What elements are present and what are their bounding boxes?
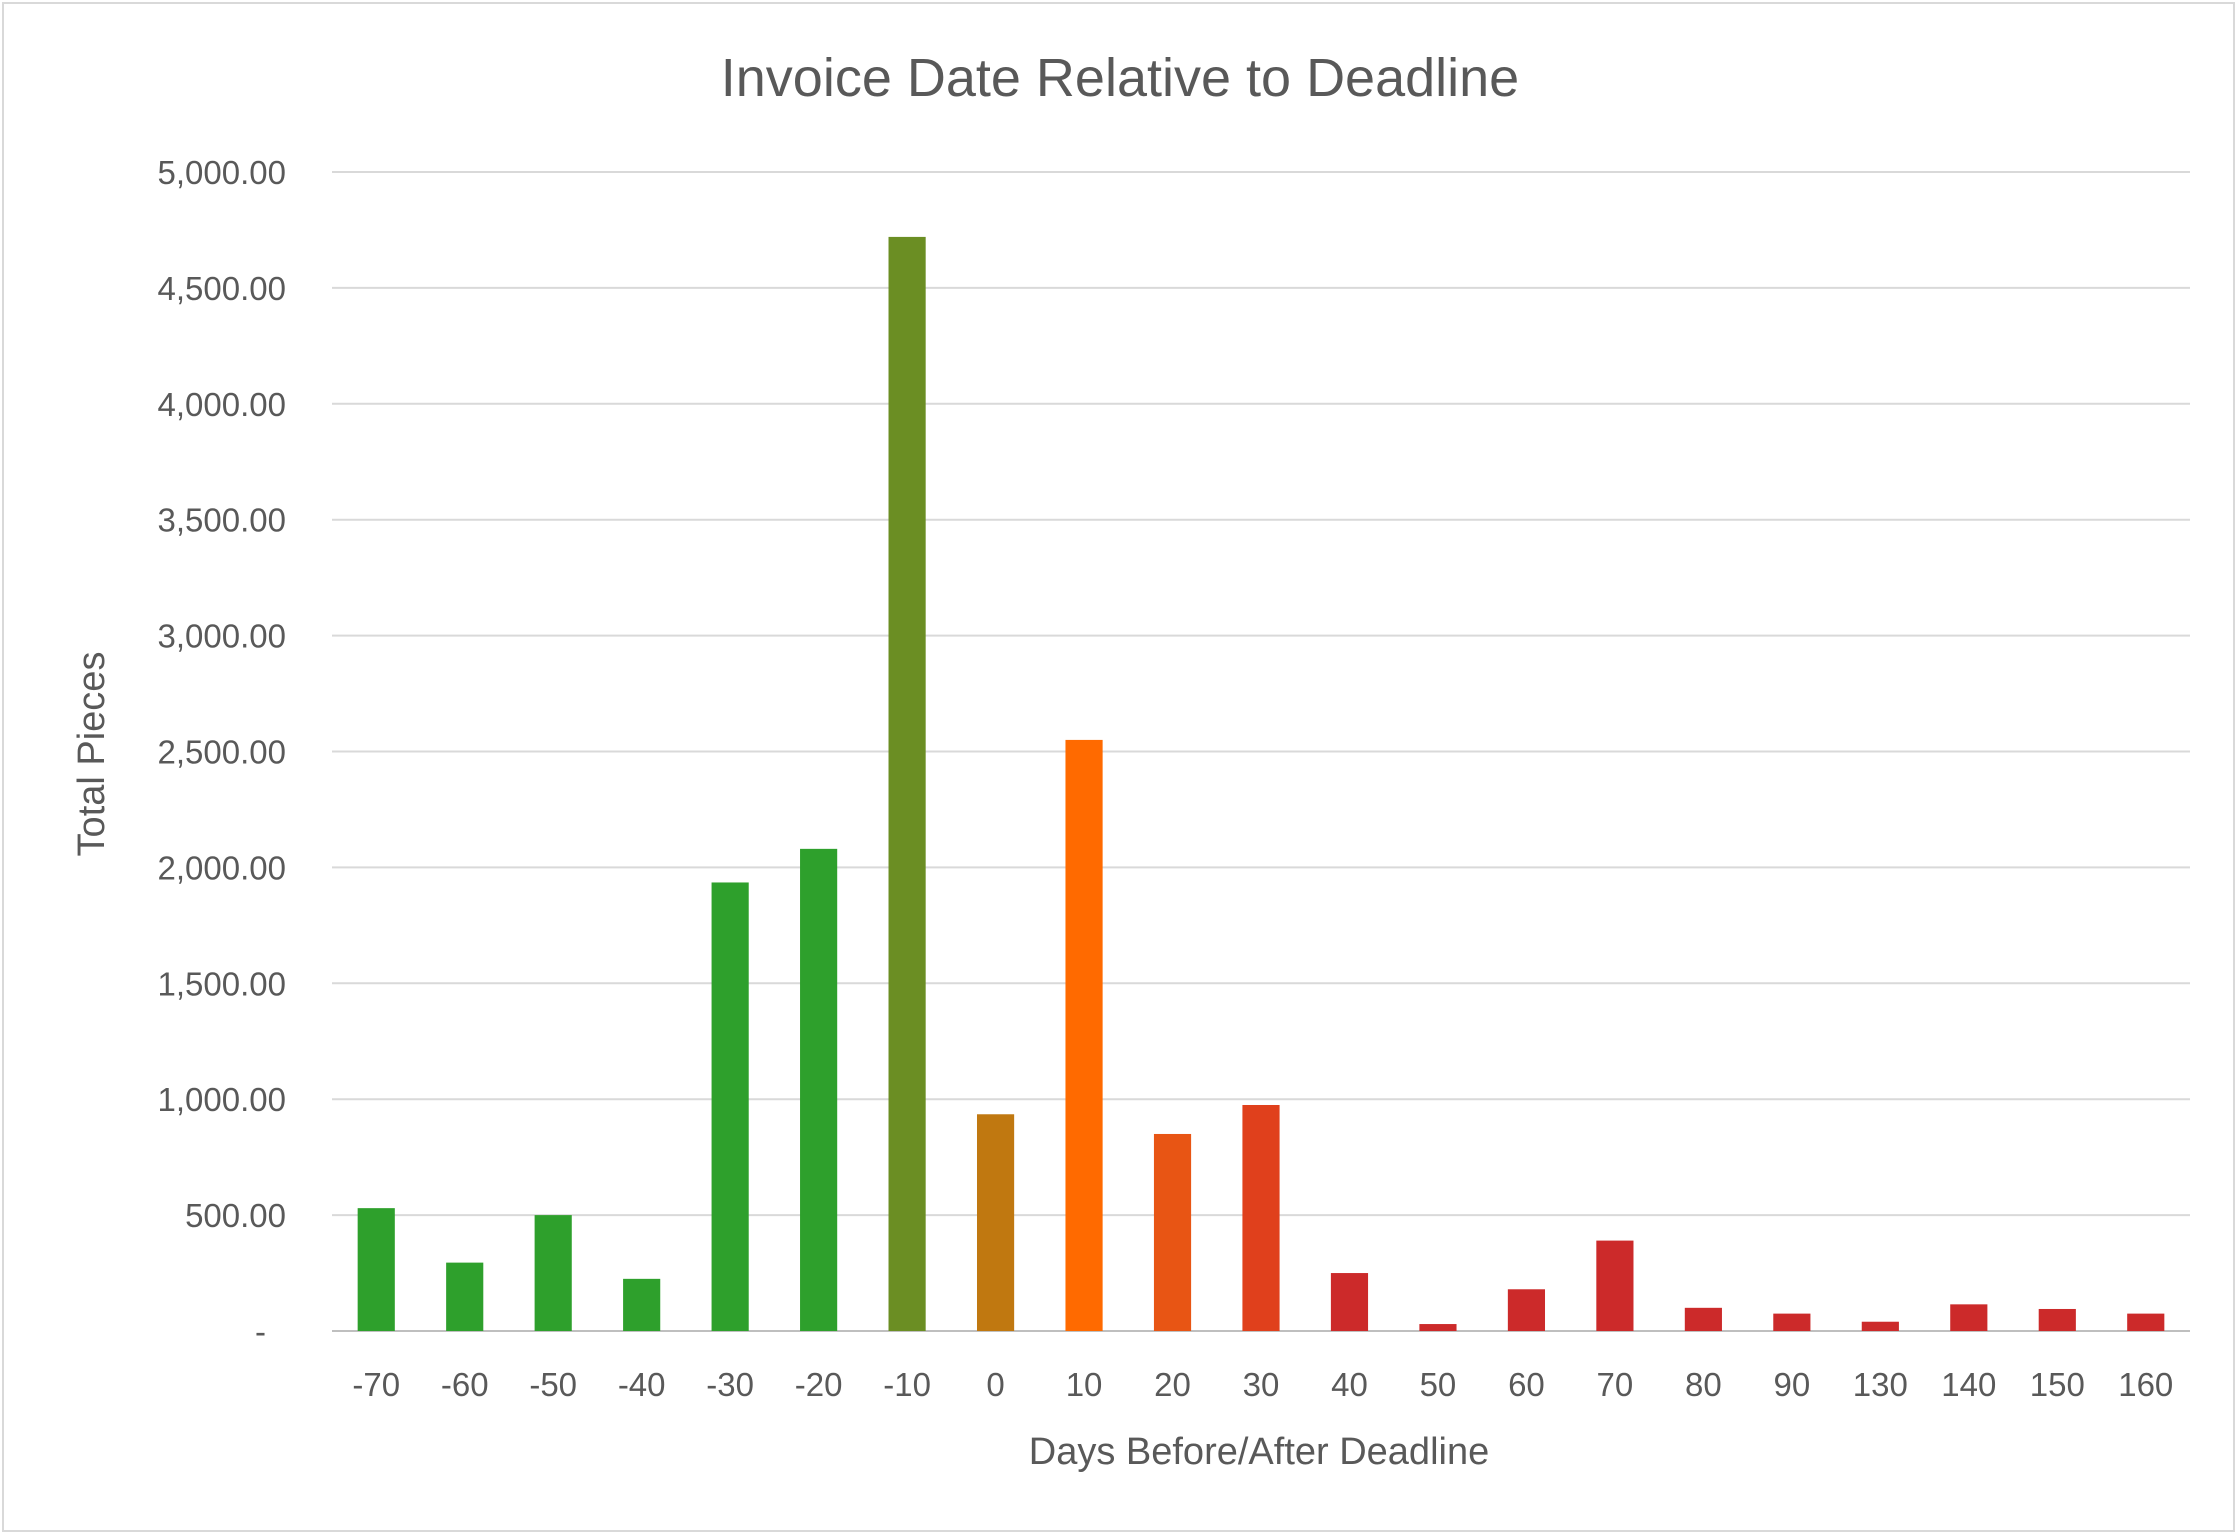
y-tick-label: 5,000.00 [158,154,286,191]
x-tick-label: 130 [1853,1366,1908,1403]
bars [357,236,2165,1331]
x-tick-label: 10 [1066,1366,1103,1403]
bar [888,236,926,1331]
bar [1242,1104,1280,1331]
x-tick-label: -40 [618,1366,666,1403]
y-axis-ticks: - 500.00 1,000.00 1,500.00 2,000.00 2,500.00 3… [158,154,286,1350]
y-tick-label: 500.00 [185,1197,286,1234]
y-tick-label: 4,500.00 [158,270,286,307]
x-tick-label: 80 [1685,1366,1722,1403]
x-tick-label: 50 [1420,1366,1457,1403]
bar [534,1215,572,1331]
bar-chart: Invoice Date Relative to Deadline - 500.0… [71,48,2190,1473]
bar [2127,1313,2165,1331]
x-tick-label: 60 [1508,1366,1545,1403]
x-tick-label: -20 [795,1366,843,1403]
x-tick-label: -60 [441,1366,489,1403]
x-tick-label: -50 [529,1366,577,1403]
bar [1065,739,1103,1331]
x-tick-label: 160 [2118,1366,2173,1403]
bar [976,1114,1015,1331]
gridlines [332,171,2190,1332]
x-tick-label: -70 [352,1366,400,1403]
x-tick-label: -30 [706,1366,754,1403]
y-tick-label: 1,000.00 [158,1081,286,1118]
y-tick-label: 3,000.00 [158,618,286,655]
x-tick-label: 40 [1331,1366,1368,1403]
bar [711,882,749,1331]
x-axis-title: Days Before/After Deadline [1029,1431,1489,1473]
bar [1950,1304,1988,1331]
y-tick-label: - [255,1313,266,1350]
bar [1684,1307,1722,1331]
bar [1861,1321,1899,1331]
y-axis-title: Total Pieces [71,652,113,857]
bar [2038,1308,2076,1331]
bar [1330,1273,1369,1331]
bar [446,1262,484,1331]
bar [357,1208,395,1331]
bar [1419,1324,1457,1331]
bar [1507,1289,1546,1331]
x-tick-label: 20 [1154,1366,1191,1403]
chart-title: Invoice Date Relative to Deadline [721,48,1519,108]
x-tick-label: 0 [986,1366,1004,1403]
y-tick-label: 2,000.00 [158,849,286,886]
bar [800,848,838,1331]
x-tick-label: 30 [1243,1366,1280,1403]
bar [623,1278,661,1331]
y-tick-label: 4,000.00 [158,386,286,423]
y-tick-label: 2,500.00 [158,734,286,771]
bar [1773,1313,1811,1331]
y-tick-label: 1,500.00 [158,965,286,1002]
x-tick-label: 90 [1773,1366,1810,1403]
bar [1153,1133,1192,1331]
x-axis-ticks: -70 -60 -50 -40 -30 -20 -10 0 10 20 30 40 50 60 70 80 90… [352,1366,2173,1403]
x-tick-label: -10 [883,1366,931,1403]
y-tick-label: 3,500.00 [158,502,286,539]
x-tick-label: 70 [1597,1366,1634,1403]
x-tick-label: 140 [1941,1366,1996,1403]
x-tick-label: 150 [2030,1366,2085,1403]
bar [1596,1240,1634,1331]
